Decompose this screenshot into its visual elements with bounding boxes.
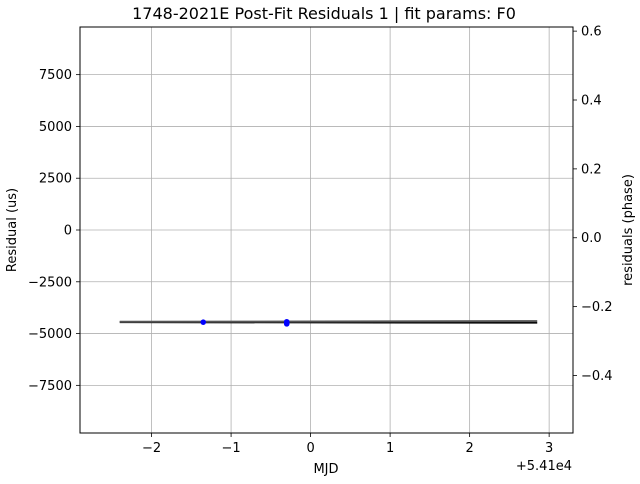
y-tick-label: 0 (64, 224, 72, 239)
y-tick-label: 2500 (39, 172, 72, 187)
y-axis-right: −0.4 −0.2 0.0 0.2 0.4 0.6 (573, 25, 613, 384)
x-tick-label: −1 (221, 441, 240, 456)
y2-tick-label: 0.6 (581, 25, 602, 40)
x-axis: −2 −1 0 1 2 3 (142, 433, 553, 456)
y-axis-left: −7500 −5000 −2500 0 2500 5000 7500 (28, 68, 80, 394)
y-tick-label: −7500 (28, 379, 72, 394)
data-point (284, 319, 290, 325)
y-tick-label: 5000 (39, 120, 72, 135)
y-axis-label: Residual (us) (5, 188, 20, 272)
x-axis-label: MJD (313, 462, 338, 477)
series-line (120, 321, 537, 322)
data-point (200, 319, 206, 325)
x-tick-label: 3 (545, 441, 553, 456)
y2-tick-label: 0.4 (581, 94, 602, 109)
y2-tick-label: 0.2 (581, 162, 602, 177)
x-tick-label: 2 (465, 441, 473, 456)
y2-axis-label: residuals (phase) (621, 174, 636, 286)
y2-tick-label: 0.0 (581, 231, 602, 246)
y2-tick-label: −0.2 (581, 300, 613, 315)
x-tick-label: 0 (306, 441, 314, 456)
x-tick-label: −2 (142, 441, 161, 456)
y-tick-label: 7500 (39, 68, 72, 83)
plot-series (120, 319, 537, 327)
x-offset-label: +5.41e4 (516, 459, 572, 474)
x-tick-label: 1 (386, 441, 394, 456)
grid (80, 27, 573, 433)
y-tick-label: −2500 (28, 275, 72, 290)
y2-tick-label: −0.4 (581, 369, 613, 384)
y-tick-label: −5000 (28, 327, 72, 342)
chart-title: 1748-2021E Post-Fit Residuals 1 | fit pa… (132, 4, 516, 23)
